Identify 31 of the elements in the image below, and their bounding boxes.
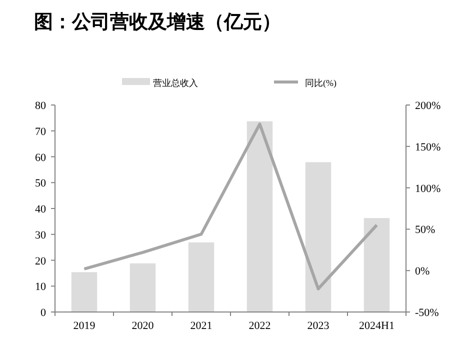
y2-tick-label: 150% (415, 141, 441, 154)
x-tick-label: 2021 (190, 320, 212, 332)
y-tick-label: 60 (35, 152, 46, 164)
bar (246, 121, 273, 312)
line-series (82, 122, 378, 290)
bar (130, 263, 156, 312)
y-tick-label: 50 (35, 178, 46, 190)
x-tick-label: 2023 (307, 320, 330, 332)
chart-title: 图：公司营收及增速（亿元） (34, 11, 281, 33)
legend-label: 营业总收入 (153, 78, 198, 88)
legend-label: 同比(%) (305, 78, 336, 88)
y2-tick-label: 0% (415, 266, 430, 278)
bar (305, 162, 332, 312)
y-tick-label: 80 (35, 100, 46, 112)
x-tick-label: 2024H1 (359, 320, 394, 332)
y-tick-label: 70 (35, 126, 46, 138)
y-tick-label: 40 (35, 204, 46, 216)
y-tick-label: 20 (35, 255, 46, 268)
y-tick-label: 30 (35, 229, 46, 242)
y2-tick-label: -50% (415, 307, 439, 319)
y2-tick-label: 50% (415, 224, 436, 236)
y2-tick-label: 100% (415, 182, 441, 195)
x-tick-label: 2022 (248, 320, 271, 332)
bar (188, 242, 214, 312)
bar (364, 218, 390, 312)
x-tick-label: 2020 (132, 320, 154, 332)
y-tick-label: 0 (40, 307, 46, 319)
y-tick-label: 10 (35, 281, 46, 294)
bar (71, 272, 98, 312)
y2-tick-label: 200% (415, 100, 441, 112)
x-tick-label: 2019 (73, 320, 96, 332)
